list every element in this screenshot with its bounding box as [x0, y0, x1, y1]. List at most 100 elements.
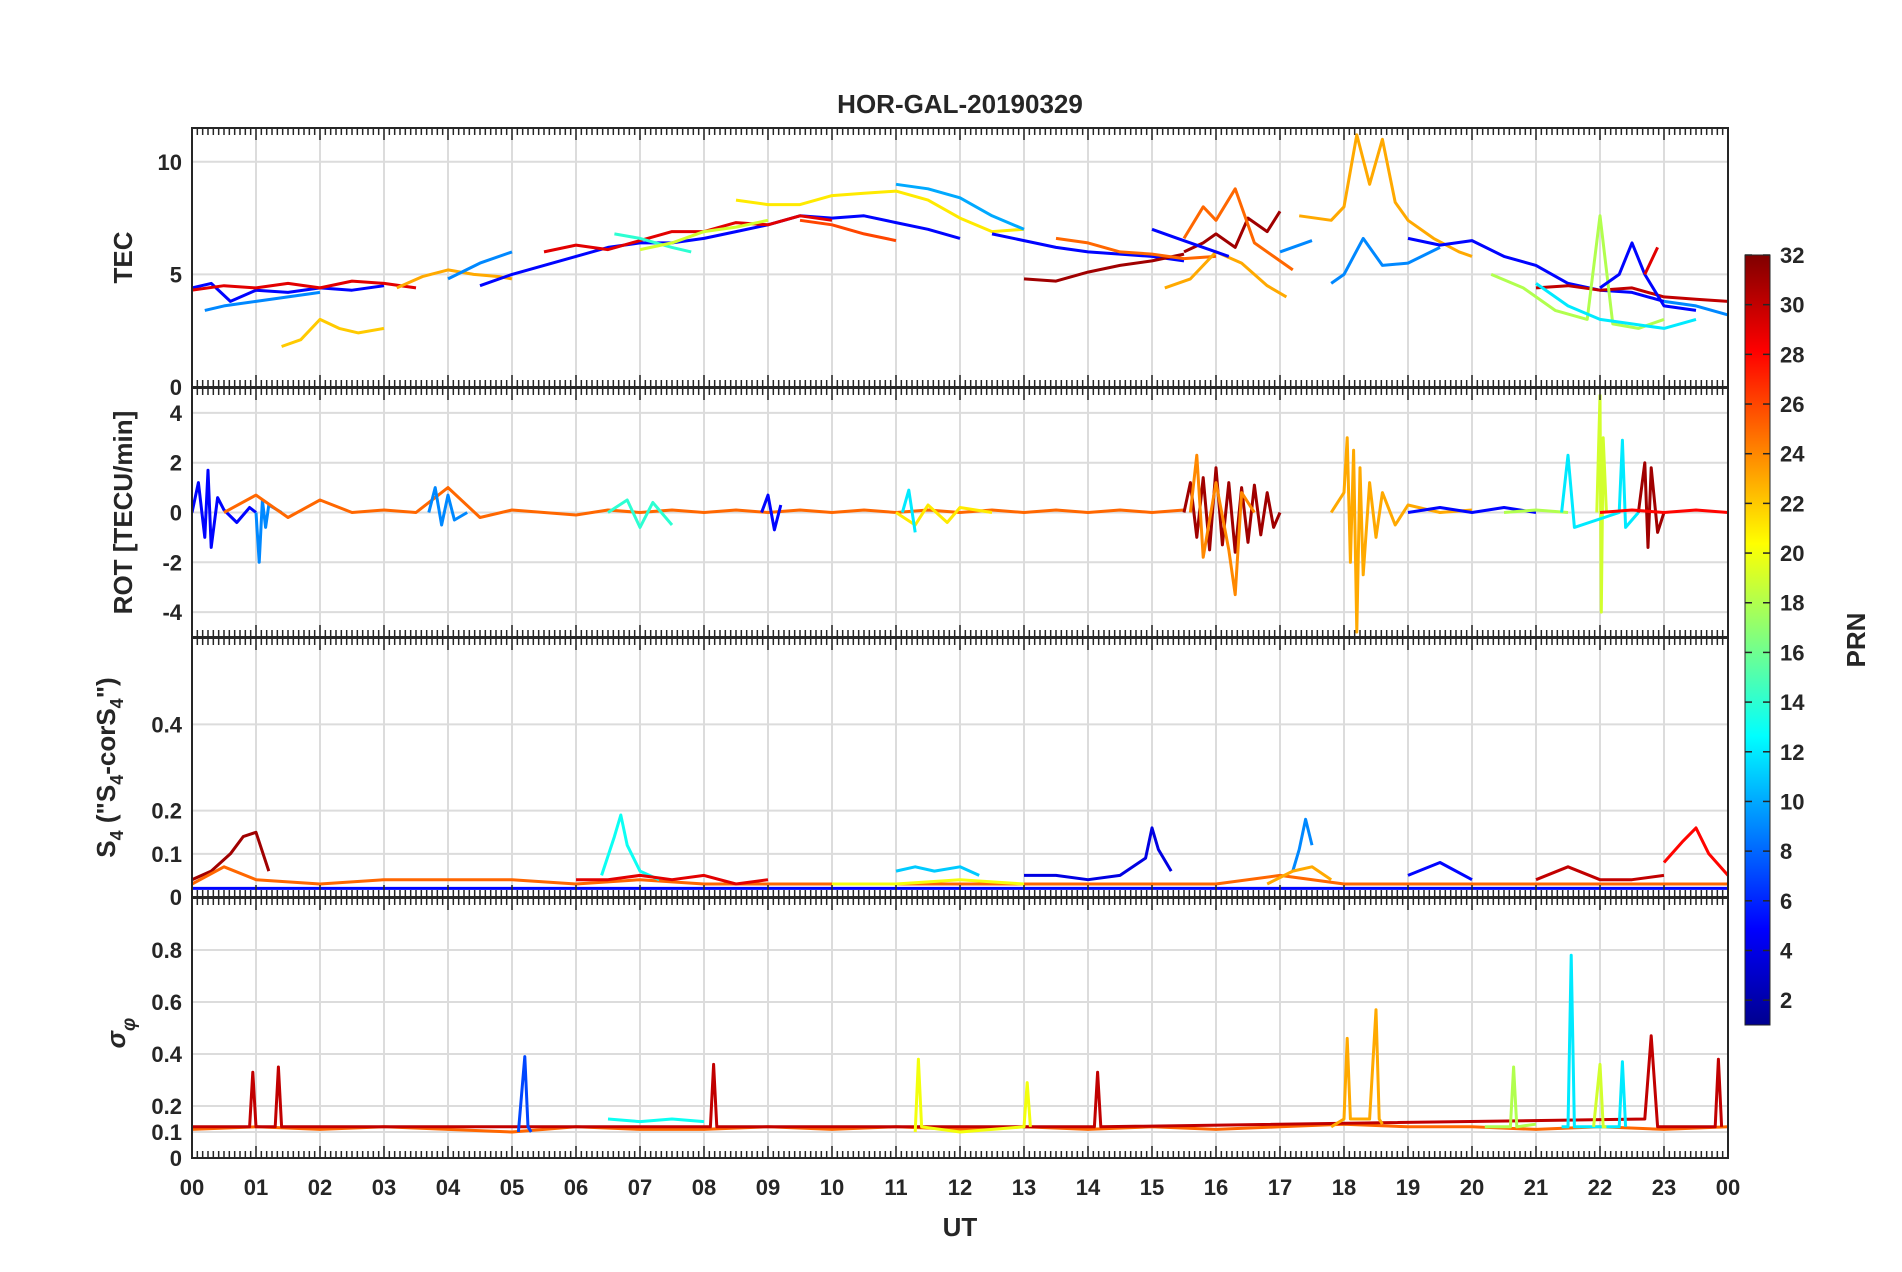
series-line-prn-19: [1595, 394, 1608, 614]
series-line-prn-24: [1188, 453, 1256, 597]
x-tick-label: 21: [1524, 1175, 1548, 1200]
series-line-prn-10: [895, 182, 1025, 231]
colorbar-tick-label: 18: [1780, 591, 1804, 616]
x-tick-label: 14: [1076, 1175, 1101, 1200]
series-line-prn-12: [900, 488, 917, 533]
series-line-prn-9: [1330, 236, 1441, 285]
series-line-prn-23: [1164, 250, 1288, 299]
x-tick-label: 09: [756, 1175, 780, 1200]
series-line-prn-5: [991, 232, 1185, 263]
series-line-prn-18: [1490, 214, 1665, 330]
series-line-prn-9: [427, 486, 468, 527]
colorbar-tick-label: 32: [1780, 243, 1804, 268]
series-line-prn-12: [1561, 953, 1628, 1129]
panel-s4: 00.10.20.4S4 ("S4-corS4"): [91, 637, 1729, 910]
series-line-prn-29: [192, 279, 417, 292]
colorbar-tick-label: 14: [1780, 690, 1805, 715]
series-line-prn-25: [1055, 236, 1217, 261]
series-line-prn-31: [1023, 252, 1185, 283]
y-tick-label: 4: [170, 401, 183, 426]
panel-minor-ticks: [191, 898, 1729, 1158]
series-line-prn-5: [1599, 241, 1697, 312]
series-line-prn-28: [1599, 508, 1728, 514]
colorbar-label: PRN: [1841, 613, 1871, 668]
series-line-prn-9: [447, 250, 513, 281]
y-tick-label: 0.2: [151, 1094, 182, 1119]
series-line-prn-25: [1182, 187, 1294, 272]
colorbar-tick-label: 12: [1780, 740, 1804, 765]
series-line-prn-18: [1484, 1065, 1537, 1129]
colorbar-tick-label: 8: [1780, 839, 1792, 864]
x-tick-label: 13: [1012, 1175, 1036, 1200]
series-line-prn-25: [223, 486, 1185, 519]
y-axis-label-part: "): [91, 677, 121, 698]
series-line-prn-19: [639, 218, 769, 252]
y-tick-label: 0: [170, 885, 182, 910]
colorbar-tick-label: 20: [1780, 541, 1804, 566]
series-line-prn-5: [1407, 236, 1665, 303]
panel-minor-ticks: [191, 128, 1729, 387]
series-line-prn-23: [1330, 1008, 1384, 1129]
colorbar-tick-label: 6: [1780, 889, 1792, 914]
series-line-prn-5: [479, 214, 961, 288]
series-line-prn-30: [1535, 284, 1728, 303]
series-line-prn-29: [576, 873, 769, 886]
colorbar-tick-label: 16: [1780, 640, 1804, 665]
x-axis-label: UT: [943, 1212, 978, 1242]
x-tick-label: 03: [372, 1175, 396, 1200]
panel-tec: 0 5 10 TEC: [108, 127, 1729, 400]
y-axis-label-part: 4: [107, 775, 127, 785]
series-line-prn-25: [192, 1122, 1728, 1134]
series-line-prn-30: [192, 1034, 1724, 1129]
series-line-prn-9: [1291, 817, 1314, 872]
panel-minor-ticks: [191, 388, 1729, 637]
y-tick-label: 0.1: [151, 842, 182, 867]
panel-series: [192, 394, 1728, 634]
x-tick-label: 12: [948, 1175, 972, 1200]
colorbar-tick-label: 28: [1780, 342, 1804, 367]
series-line-prn-11: [895, 865, 980, 877]
series-line-prn-18: [1503, 508, 1569, 514]
y-tick-label: 0.2: [151, 799, 182, 824]
y-tick-label: 5: [170, 262, 182, 287]
series-line-prn-23: [1266, 865, 1333, 886]
series-line-prn-13: [600, 813, 660, 882]
series-line-prn-13: [607, 1117, 705, 1124]
x-tick-label: 15: [1140, 1175, 1164, 1200]
x-tick-label: 05: [500, 1175, 524, 1200]
x-tick-label: 16: [1204, 1175, 1228, 1200]
series-line-prn-20: [913, 1057, 1032, 1134]
series-line-prn-9: [1663, 299, 1728, 317]
y-tick-label: 0: [170, 1146, 182, 1171]
y-tick-label: 0.4: [151, 712, 182, 737]
x-tick-label: 01: [244, 1175, 268, 1200]
series-line-prn-12: [1535, 282, 1697, 330]
series-line-prn-7: [516, 1055, 533, 1133]
x-tick-label: 22: [1588, 1175, 1612, 1200]
panel-series: [192, 953, 1728, 1134]
x-axis: 00 01 02 03 04 05 06 07 08 09 10 11 12 13 14 15 16 17 18 19…: [180, 1175, 1740, 1200]
x-tick-label: 11: [884, 1175, 907, 1200]
colorbar-tick-label: 22: [1780, 491, 1804, 516]
series-line-prn-31: [1636, 461, 1666, 549]
x-tick-label: 07: [628, 1175, 652, 1200]
y-tick-label: -2: [162, 550, 182, 575]
series-line-prn-23: [1298, 133, 1473, 258]
series-line-prn-14: [614, 232, 692, 254]
series-line-prn-20: [832, 878, 1025, 886]
y-axis-label: σφ: [101, 1018, 140, 1049]
x-tick-label: 20: [1460, 1175, 1484, 1200]
colorbar-tick-label: 4: [1780, 938, 1793, 963]
y-tick-label: 0: [170, 501, 182, 526]
y-axis-label: TEC: [108, 231, 138, 283]
series-line-prn-28: [1662, 826, 1728, 877]
y-axis-label: S4 ("S4-corS4"): [91, 677, 127, 857]
series-line-prn-23: [1329, 436, 1473, 634]
colorbar-tick-label: 10: [1780, 789, 1804, 814]
x-tick-label: 00: [180, 1175, 204, 1200]
series-line-prn-5: [1407, 506, 1537, 514]
colorbar-tick-label: 2: [1780, 988, 1792, 1013]
